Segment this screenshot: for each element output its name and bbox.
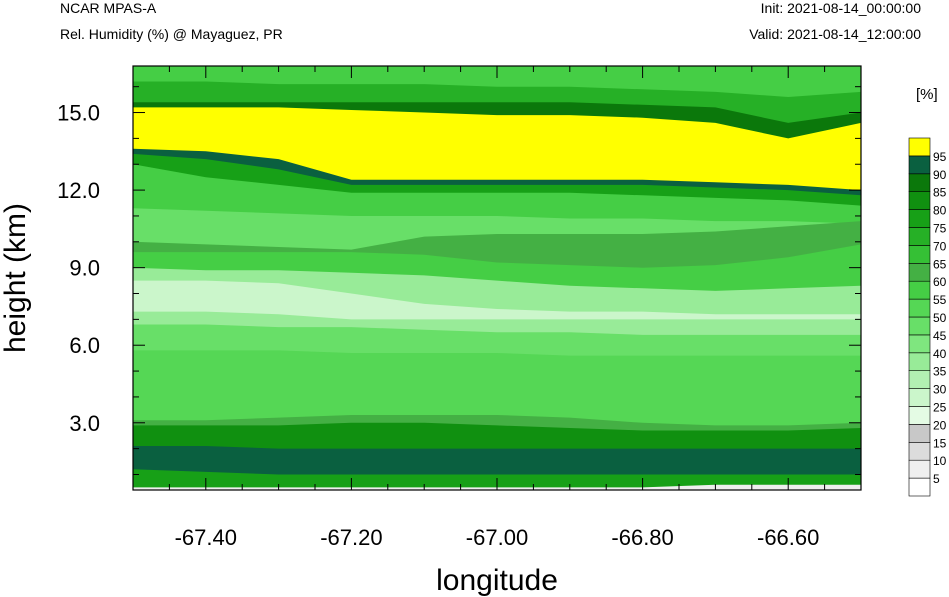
plot-frame [132,65,862,491]
colorbar-box [908,262,931,282]
x-tick-label: -67.20 [320,525,382,550]
colorbar-label: 30 [933,383,947,397]
x-axis-title: longitude [436,564,558,597]
x-tick-label: -67.40 [175,525,237,550]
y-tick-label: 9.0 [69,256,100,281]
colorbar-box [908,424,931,443]
x-tick-label: -67.00 [466,525,528,550]
field-subtitle: Rel. Humidity (%) @ Mayaguez, PR [60,26,283,42]
colorbar-box [908,388,931,407]
colorbar-box [908,155,931,175]
y-tick-label: 6.0 [69,333,100,358]
colorbar-label: 70 [933,239,947,253]
model-title: NCAR MPAS-A [60,0,157,16]
init-time: Init: 2021-08-14_00:00:00 [760,0,921,16]
colorbar-box [908,441,931,461]
y-tick-label: 12.0 [57,178,100,203]
colorbar-box [908,298,931,318]
x-tick-label: -66.80 [611,525,673,550]
y-tick-label: 3.0 [69,411,100,436]
colorbar-box [908,280,931,300]
colorbar-label: 55 [933,293,947,307]
colorbar-label: 35 [933,365,947,379]
colorbar-label: 95 [933,150,947,164]
colorbar-box [908,459,931,479]
colorbar-box [908,227,931,246]
colorbar-label: 15 [933,436,947,450]
colorbar-label: 85 [933,186,947,200]
colorbar-label: 90 [933,168,947,182]
y-axis-title: height (km) [0,203,32,353]
colorbar-label: 75 [933,222,947,236]
x-tick-label: -66.60 [757,525,819,550]
x-tick-labels: -67.40 -67.20 -67.00 -66.80 -66.60 [175,525,820,550]
colorbar-label: 45 [933,329,947,343]
colorbar-label: 40 [933,347,947,361]
valid-time: Valid: 2021-08-14_12:00:00 [749,26,921,42]
colorbar-box [908,370,931,389]
colorbar: 5 10 15 20 25 30 35 40 45 50 55 60 65 70 75 80 85 90 95 [908,137,947,497]
y-tick-label: 15.0 [57,101,100,126]
colorbar-unit: [%] [916,86,938,103]
colorbar-box [908,191,931,210]
humidity-field [133,66,861,490]
colorbar-label: 80 [933,204,947,218]
colorbar-label: 25 [933,401,947,415]
colorbar-label: 5 [933,472,940,486]
colorbar-box [908,316,931,336]
colorbar-box [908,209,931,228]
colorbar-label: 10 [933,454,947,468]
colorbar-label: 20 [933,418,947,432]
colorbar-box [908,477,931,497]
colorbar-box [908,173,931,193]
y-tick-labels: 3.0 6.0 9.0 12.0 15.0 [57,101,100,436]
axis-ticks [133,66,861,490]
colorbar-label: 60 [933,275,947,289]
colorbar-box [908,334,931,354]
colorbar-box [908,406,931,425]
colorbar-box [908,245,931,264]
colorbar-box [908,352,931,371]
colorbar-label: 50 [933,311,947,325]
colorbar-box [908,137,931,157]
colorbar-label: 65 [933,257,947,271]
